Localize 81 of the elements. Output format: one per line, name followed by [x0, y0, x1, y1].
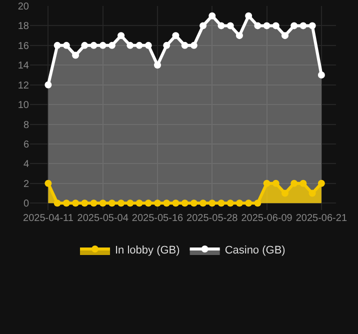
point [108, 200, 116, 207]
x-tick-label: 2025-06-09 [241, 213, 293, 224]
point [62, 42, 70, 49]
y-tick-label: 0 [23, 198, 30, 210]
point [54, 200, 61, 207]
point [90, 200, 98, 207]
point [300, 22, 307, 30]
y-tick-label: 16 [18, 40, 30, 52]
point [200, 22, 207, 30]
point [163, 200, 170, 207]
point [272, 22, 280, 30]
point [99, 42, 106, 49]
point [136, 200, 143, 207]
point [208, 200, 216, 207]
point [44, 180, 52, 187]
point [263, 180, 270, 187]
point [245, 12, 252, 20]
point [118, 32, 125, 40]
y-tick-label: 18 [18, 21, 30, 32]
point [254, 22, 262, 30]
point [144, 42, 152, 49]
point [282, 32, 288, 40]
point [172, 200, 180, 207]
point [90, 42, 98, 49]
x-tick-label: 2025-05-16 [132, 213, 184, 224]
point [126, 42, 134, 49]
y-tick-label: 10 [18, 100, 30, 112]
point [163, 42, 170, 49]
point [208, 12, 216, 20]
point [282, 190, 288, 197]
point [308, 190, 316, 197]
x-tick-label: 2025-05-28 [186, 213, 238, 224]
point [154, 62, 161, 69]
point [308, 22, 316, 30]
point [72, 200, 80, 207]
point [200, 200, 207, 207]
point [81, 42, 88, 49]
point [290, 180, 298, 187]
point [54, 42, 61, 49]
point [62, 200, 70, 207]
point [126, 200, 134, 207]
point [300, 180, 307, 187]
point [44, 81, 52, 88]
y-tick-label: 8 [23, 120, 30, 131]
point [263, 22, 270, 30]
y-tick-label: 20 [18, 2, 30, 12]
point [226, 200, 234, 207]
point [108, 42, 116, 49]
point [181, 42, 188, 49]
point [290, 22, 298, 30]
point [181, 200, 188, 207]
point [318, 71, 325, 78]
x-tick-label: 2025-06-21 [296, 213, 348, 224]
point [172, 32, 180, 40]
point [272, 180, 280, 187]
point [236, 32, 243, 40]
point [254, 200, 262, 207]
point [236, 200, 243, 207]
point [190, 42, 198, 49]
point [99, 200, 106, 207]
point [72, 52, 80, 59]
legend-label: In lobby (GB) [115, 244, 180, 256]
point [218, 22, 225, 30]
point [226, 22, 234, 30]
point [218, 200, 225, 207]
y-tick-label: 2 [23, 178, 30, 190]
point [144, 200, 152, 207]
x-tick-label: 2025-04-11 [23, 213, 74, 224]
legend-label: Casino (GB) [224, 244, 286, 256]
point [318, 180, 325, 187]
point [245, 200, 252, 207]
point [81, 200, 88, 207]
point [136, 42, 143, 49]
point [154, 200, 161, 207]
y-tick-label: 12 [18, 80, 30, 92]
x-tick-label: 2025-05-04 [77, 213, 129, 224]
y-tick-label: 6 [23, 139, 30, 150]
y-tick-label: 4 [23, 159, 30, 170]
point [190, 200, 198, 207]
point [118, 200, 125, 207]
y-tick-label: 14 [18, 60, 30, 72]
